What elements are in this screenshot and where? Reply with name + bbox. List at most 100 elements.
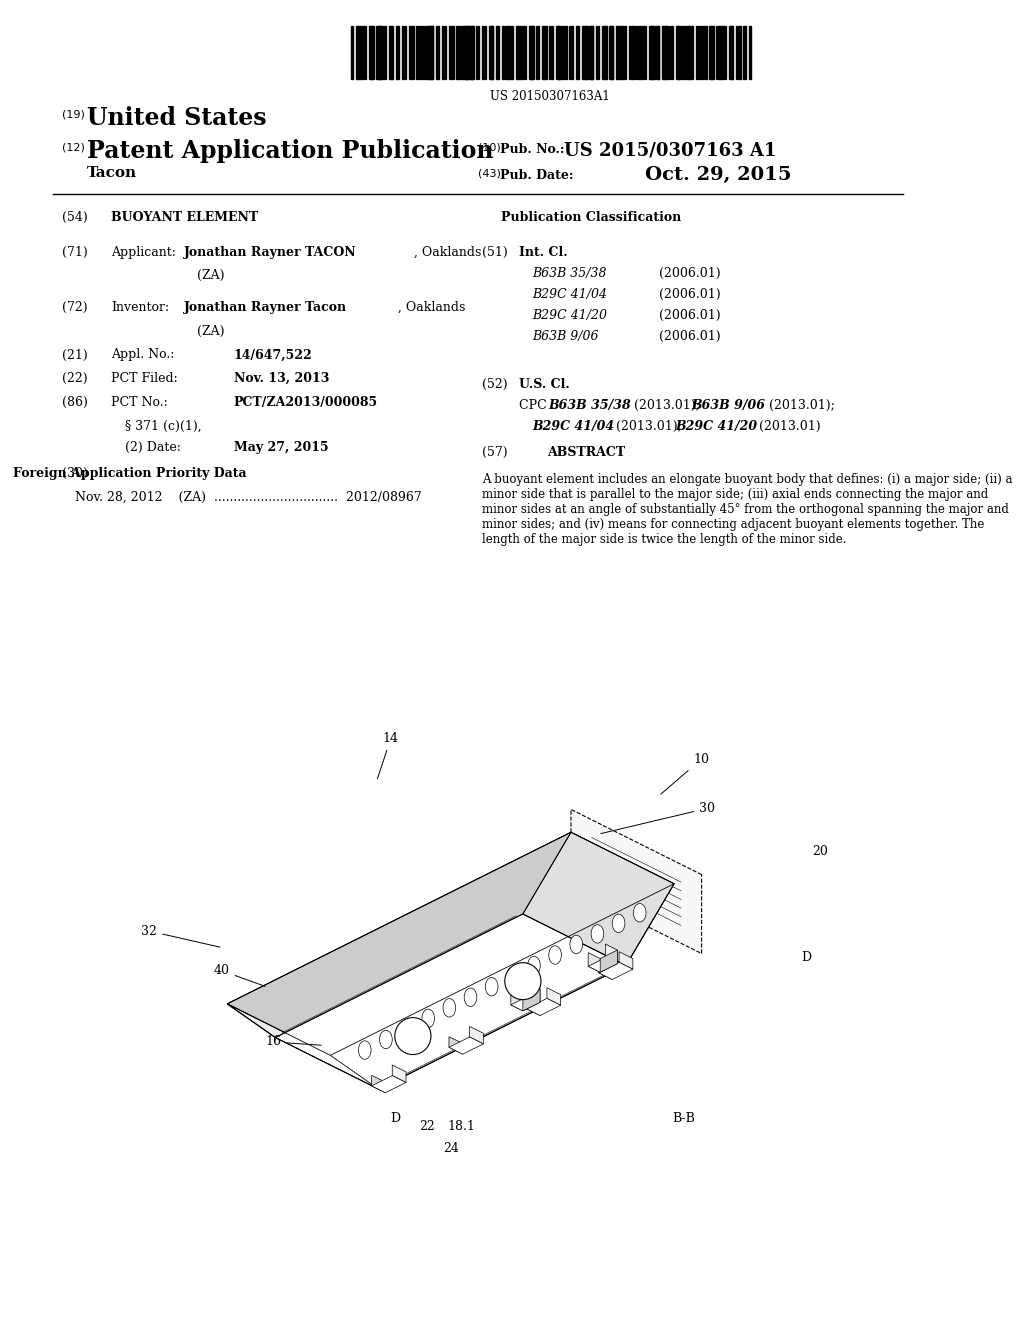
Circle shape [400,1019,414,1038]
Bar [492,26,493,79]
Text: (2013.01);: (2013.01); [766,399,836,412]
Circle shape [549,945,561,964]
Bar [645,26,646,79]
Text: (72): (72) [61,301,87,314]
Bar [463,26,468,79]
Text: B29C 41/20: B29C 41/20 [532,309,607,322]
Text: PCT/ZA2013/000085: PCT/ZA2013/000085 [233,396,378,409]
Bar [376,26,381,79]
Bar [498,26,500,79]
Polygon shape [275,913,626,1089]
Text: (19): (19) [61,110,85,120]
Text: (86): (86) [61,396,88,409]
Circle shape [380,1030,392,1048]
Polygon shape [523,832,674,965]
Bar [682,26,684,79]
Bar [611,26,612,79]
Polygon shape [571,809,701,953]
Text: 40: 40 [214,964,265,986]
Bar [583,26,588,79]
Bar [632,26,636,79]
Text: B63B 35/38: B63B 35/38 [549,399,631,412]
Text: PCT No.:: PCT No.: [112,396,168,409]
Bar [484,26,486,79]
Bar [444,26,445,79]
Bar [651,26,652,79]
Bar [618,26,622,79]
Circle shape [485,977,498,997]
Text: (30): (30) [61,467,88,480]
Text: Nov. 28, 2012    (ZA)  ................................  2012/08967: Nov. 28, 2012 (ZA) .....................… [76,491,422,504]
Circle shape [570,935,583,953]
Bar [402,26,403,79]
Text: Publication Classification: Publication Classification [501,211,681,224]
Text: US 2015/0307163 A1: US 2015/0307163 A1 [564,141,776,160]
Bar [529,26,534,79]
Bar [585,26,586,79]
Text: Patent Application Publication: Patent Application Publication [87,139,494,162]
Polygon shape [227,832,571,1038]
Text: Inventor:: Inventor: [112,301,170,314]
Polygon shape [526,998,540,1015]
Bar [710,26,712,79]
Bar [355,26,358,79]
Bar [456,26,459,79]
Bar [729,26,732,79]
Bar [591,26,593,79]
Text: (2) Date:: (2) Date: [125,441,181,454]
Text: § 371 (c)(1),: § 371 (c)(1), [125,420,202,433]
Bar [562,26,564,79]
Polygon shape [331,884,674,1089]
Circle shape [443,998,456,1016]
Bar [509,26,510,79]
Polygon shape [598,962,633,979]
Circle shape [634,903,646,921]
Polygon shape [449,1036,463,1055]
Bar [623,26,624,79]
Polygon shape [511,997,540,1011]
Bar [496,26,499,79]
Bar [524,26,526,79]
Text: (ZA): (ZA) [198,325,225,338]
Bar [744,26,746,79]
Bar [665,26,666,79]
Bar [429,26,433,79]
Bar [482,26,483,79]
Bar [458,26,461,79]
Text: 14/647,522: 14/647,522 [233,348,312,362]
Text: 30: 30 [601,801,716,834]
Bar [371,26,374,79]
Bar [615,26,618,79]
Bar [625,26,626,79]
Text: B63B 9/06: B63B 9/06 [532,330,599,343]
Polygon shape [547,987,561,1006]
Bar [489,26,494,79]
Text: 14: 14 [378,731,398,779]
Text: Jonathan Rayner Tacon: Jonathan Rayner Tacon [184,301,347,314]
Text: , Oaklands: , Oaklands [415,246,482,259]
Polygon shape [588,958,617,973]
Bar [575,26,579,79]
Bar [738,26,740,79]
Text: A buoyant element includes an elongate buoyant body that defines: (i) a major si: A buoyant element includes an elongate b… [482,473,1013,545]
Bar [551,26,553,79]
Polygon shape [605,944,617,964]
Bar [391,26,392,79]
Bar [638,26,641,79]
Text: (2006.01): (2006.01) [658,330,720,343]
Bar [742,26,745,79]
Bar [629,26,631,79]
Bar [655,26,658,79]
Bar [598,26,599,79]
Bar [538,26,540,79]
Text: 32: 32 [141,924,220,948]
Bar [389,26,392,79]
Bar [596,26,597,79]
Text: (43): (43) [478,169,501,180]
Bar [669,26,671,79]
Circle shape [612,913,625,932]
Ellipse shape [505,962,541,999]
Text: PCT Filed:: PCT Filed: [112,372,178,385]
Bar [578,26,580,79]
Circle shape [527,956,541,974]
